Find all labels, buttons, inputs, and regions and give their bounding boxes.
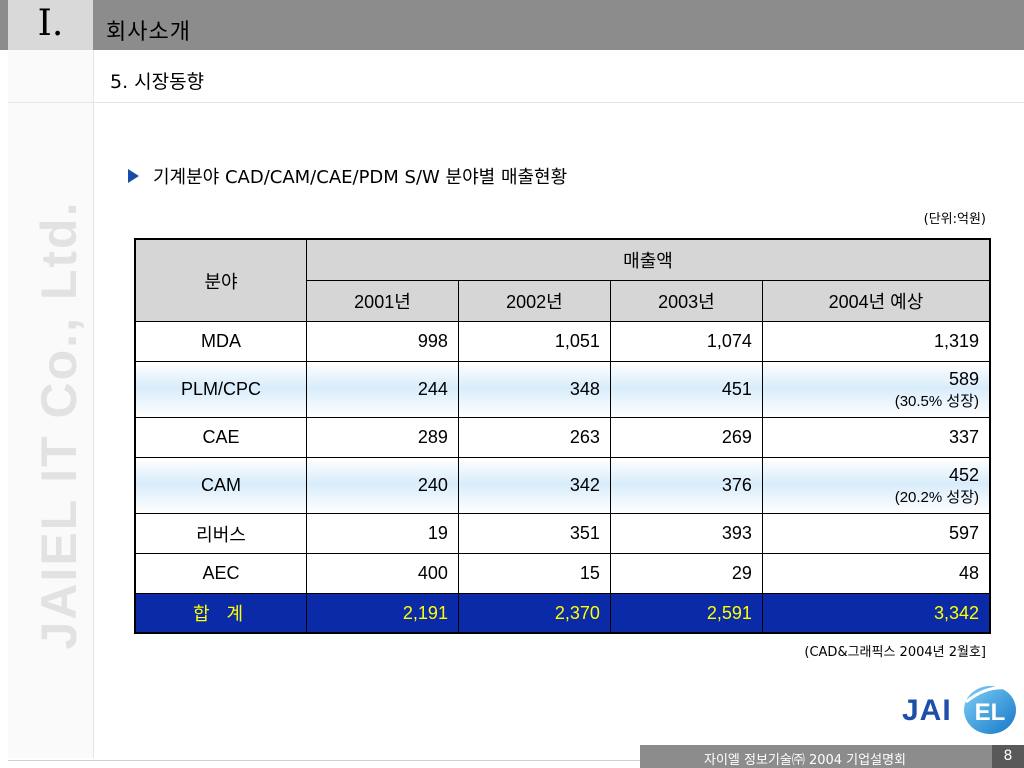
table-row: AEC 400 15 29 48 [134, 553, 991, 594]
total-value: 2,191 [306, 593, 459, 634]
row-value: 240 [306, 457, 459, 514]
total-value: 2,591 [609, 593, 763, 634]
growth-note: (30.5% 성장) [894, 392, 979, 410]
table-year-row: 2001년 2002년 2003년 2004년 예상 [135, 280, 991, 322]
row-value: 451 [609, 361, 763, 418]
table-row-highlight: CAM 240 342 376 452 (20.2% 성장) [134, 457, 991, 514]
source-note: (CAD&그래픽스 2004년 2월호] [804, 645, 986, 660]
bullet-heading: 기계분야 CAD/CAM/CAE/PDM S/W 분야별 매출현황 [128, 163, 567, 189]
row-category: AEC [134, 553, 307, 594]
row-value: 348 [457, 361, 611, 418]
row-value: 15 [457, 553, 611, 594]
row-value: 1,074 [609, 321, 763, 362]
total-value: 2,370 [457, 593, 611, 634]
logo-text: JAI [902, 694, 952, 727]
bullet-text: 기계분야 CAD/CAM/CAE/PDM S/W 분야별 매출현황 [153, 167, 568, 188]
row-value: 998 [306, 321, 459, 362]
row-category: CAM [134, 457, 307, 514]
row-value-with-growth: 452 (20.2% 성장) [761, 457, 991, 514]
row-category: PLM/CPC [134, 361, 307, 418]
row-value: 351 [457, 513, 611, 554]
table-row-highlight: PLM/CPC 244 348 451 589 (30.5% 성장) [134, 361, 991, 418]
horizontal-divider [8, 102, 1024, 103]
section-number-box: I. [8, 0, 93, 50]
row-category: CAE [134, 417, 307, 458]
header-year: 2002년 [457, 280, 611, 322]
header-year: 2004년 예상 [761, 280, 991, 322]
table-row: 리버스 19 351 393 597 [134, 513, 991, 554]
row-value: 48 [761, 553, 991, 594]
row-value: 289 [306, 417, 459, 458]
row-category: MDA [134, 321, 307, 362]
header-bar [0, 0, 1024, 50]
company-watermark: JAIEL IT Co., Ltd. [31, 200, 87, 650]
row-value: 1,051 [457, 321, 611, 362]
header-year: 2003년 [609, 280, 763, 322]
table-row: CAE 289 263 269 337 [134, 417, 991, 458]
row-value: 452 [948, 464, 979, 485]
company-logo: JAI EL [902, 680, 1018, 736]
section-title: 5. 시장동향 [110, 71, 205, 93]
row-value: 393 [609, 513, 763, 554]
page-number: 8 [992, 745, 1024, 768]
vertical-divider [93, 50, 94, 758]
table-header-row: 분야 매출액 [134, 238, 991, 322]
total-value: 3,342 [761, 593, 991, 634]
table-row: MDA 998 1,051 1,074 1,319 [134, 321, 991, 362]
row-value: 337 [761, 417, 991, 458]
header-sales: 매출액 [306, 238, 991, 281]
row-value: 263 [457, 417, 611, 458]
table-total-row: 합 계 2,191 2,370 2,591 3,342 [134, 593, 991, 634]
row-value: 400 [306, 553, 459, 594]
footer-line [8, 760, 640, 761]
total-label: 합 계 [134, 593, 307, 634]
sales-table: 분야 매출액 2001년 2002년 2003년 2004년 예상 MDA 99… [134, 238, 991, 634]
header-category: 분야 [134, 238, 307, 322]
arrow-bullet-icon [128, 169, 139, 183]
row-category: 리버스 [134, 513, 307, 554]
row-value: 376 [609, 457, 763, 514]
row-value: 589 [948, 368, 979, 389]
row-value: 269 [609, 417, 763, 458]
row-value: 19 [306, 513, 459, 554]
row-value: 1,319 [761, 321, 991, 362]
row-value: 597 [761, 513, 991, 554]
left-strip [8, 50, 93, 758]
logo-circle-text: EL [975, 699, 1006, 726]
unit-note: (단위:억원) [923, 212, 986, 227]
section-number: I. [37, 3, 64, 44]
header-year: 2001년 [306, 280, 459, 322]
row-value: 244 [306, 361, 459, 418]
footer-text: 자이엘 정보기술㈜ 2004 기업설명회 [703, 753, 906, 768]
row-value: 342 [457, 457, 611, 514]
row-value: 29 [609, 553, 763, 594]
footer-bar: 자이엘 정보기술㈜ 2004 기업설명회 [640, 745, 992, 768]
growth-note: (20.2% 성장) [894, 488, 979, 506]
page-title: 회사소개 [106, 20, 191, 45]
logo-circle-icon: EL [964, 686, 1017, 734]
row-value-with-growth: 589 (30.5% 성장) [761, 361, 991, 418]
